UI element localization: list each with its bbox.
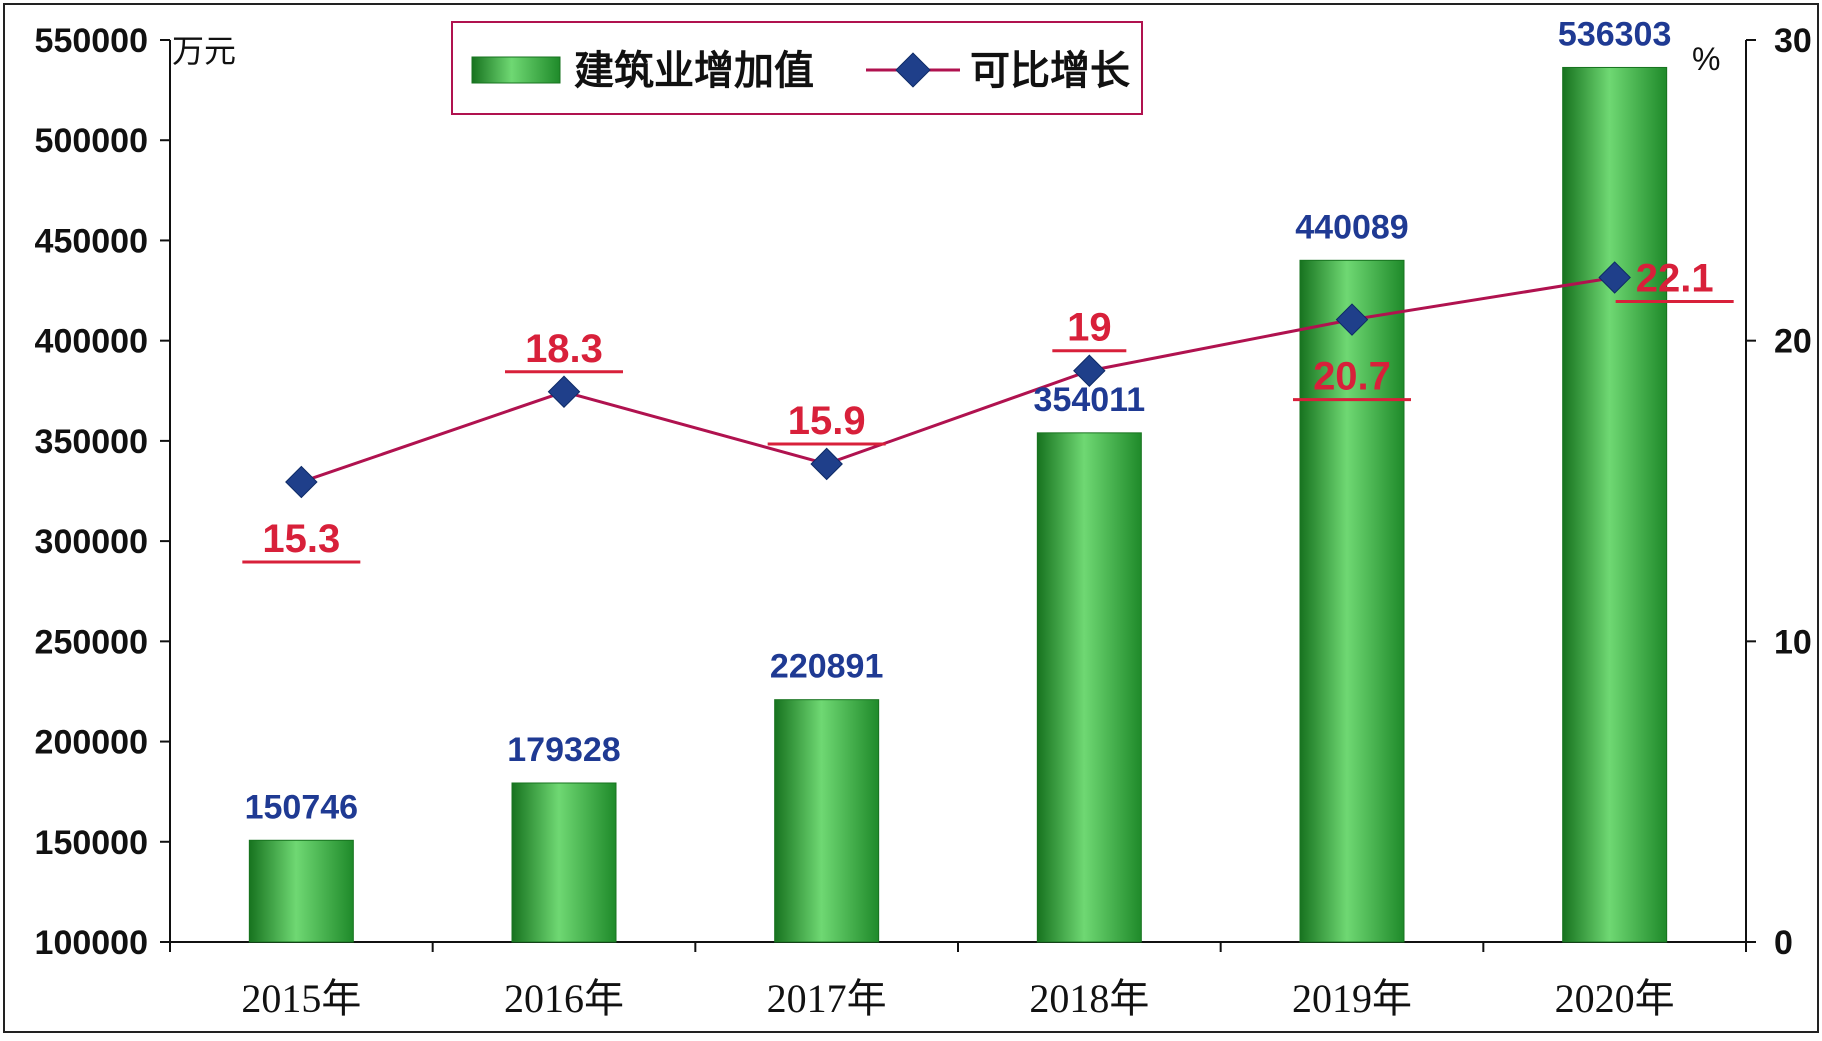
right-axis-tick-label: 30 [1774,22,1812,60]
growth-marker [1335,303,1369,336]
growth-value-label: 15.3 [262,517,340,561]
bar [1562,66,1668,943]
bar [774,699,880,943]
x-axis-tick-label: 2019年 [1292,976,1412,1021]
growth-value-label: 18.3 [525,327,603,371]
x-axis-tick-label: 2017年 [767,976,887,1021]
bar-value-label: 179328 [507,731,620,769]
left-axis-tick-label: 550000 [35,22,148,60]
growth-value-label: 15.9 [788,399,866,443]
bar-value-label: 150746 [245,788,358,826]
bars-group [248,66,1668,943]
bar-value-label: 440089 [1295,208,1408,246]
bar [1299,259,1405,943]
left-axis-tick-label: 350000 [35,423,148,461]
legend-label-bar: 建筑业增加值 [574,49,814,93]
growth-marker [810,447,843,481]
legend: 建筑业增加值 可比增长 [451,21,1143,115]
growth-value-label: 22.1 [1636,257,1714,301]
left-axis-tick-label: 500000 [35,122,148,160]
x-axis-tick-label: 2018年 [1029,976,1149,1021]
right-axis-tick-label: 20 [1774,323,1812,361]
growth-marker [1598,261,1631,294]
legend-swatch-bar [471,56,561,84]
bar [1036,432,1142,943]
right-axis-tick-label: 0 [1774,924,1793,962]
growth-marker [285,465,318,499]
left-axis-tick-label: 400000 [35,323,148,361]
right-axis-tick-label: 10 [1774,623,1812,661]
left-axis-tick-label: 450000 [35,222,148,260]
left-axis-tick-label: 300000 [35,523,148,561]
bar-value-label: 220891 [770,648,883,686]
left-axis-unit: 万元 [172,33,236,69]
growth-line [300,276,1615,484]
bar-value-label: 536303 [1558,15,1671,53]
x-axis-tick-label: 2016年 [504,976,624,1021]
growth-value-label: 19 [1067,306,1112,350]
legend-box [451,21,1143,115]
x-axis-tick-label: 2020年 [1555,976,1675,1021]
chart-frame [3,3,1819,1033]
left-axis-tick-label: 100000 [35,924,148,962]
axes-group: 100000 150000 200000 250000 300000 350000 4000… [35,22,1812,1021]
labels-group: 150746 179328 220891 354011 440089 536303 15.3… [242,15,1734,826]
bar [511,782,617,943]
legend-label-line: 可比增长 [970,49,1130,93]
bar [248,839,354,943]
right-axis-unit: % [1692,41,1720,77]
left-axis-tick-label: 200000 [35,724,148,762]
left-axis-tick-label: 150000 [35,824,148,862]
x-axis-tick-label: 2015年 [241,976,361,1021]
growth-marker [547,375,581,409]
legend-swatch-marker [895,52,931,88]
line-series-group [285,261,1631,499]
bar-value-label: 354011 [1034,381,1146,419]
left-axis-tick-label: 250000 [35,623,148,661]
growth-value-label: 20.7 [1313,355,1391,399]
growth-marker [1073,354,1106,387]
